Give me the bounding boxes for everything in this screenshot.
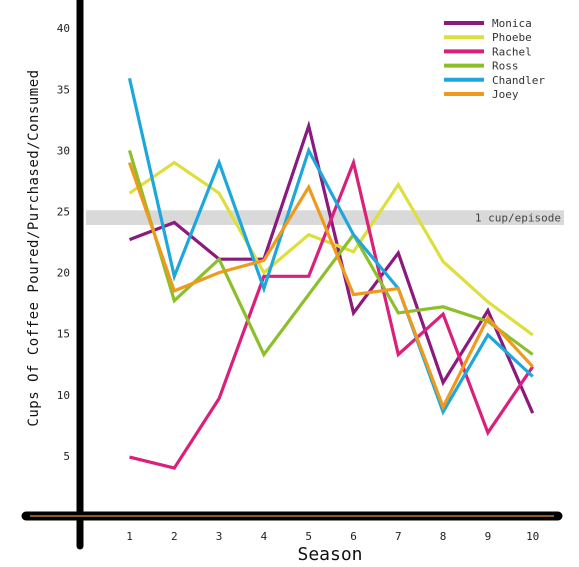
y-tick-label: 15 — [57, 328, 70, 341]
legend-label-ross: Ross — [492, 60, 519, 73]
series-line-ross — [127, 149, 534, 358]
series-line-joey — [127, 162, 534, 411]
x-tick-label: 8 — [440, 530, 447, 543]
x-tick-label: 10 — [526, 530, 539, 543]
y-axis-label: Cups Of Coffee Poured/Purchased/Consumed — [26, 69, 42, 426]
reference-band-group: 1 cup/episode — [86, 210, 564, 225]
x-tick-label: 6 — [350, 530, 357, 543]
y-tick-label: 30 — [57, 144, 70, 157]
legend-label-rachel: Rachel — [492, 45, 532, 58]
x-axis-label: Season — [297, 544, 362, 565]
y-tick-label: 40 — [57, 22, 70, 35]
legend-label-monica: Monica — [492, 17, 532, 30]
series-line-phoebe — [128, 160, 534, 337]
x-tick-label: 7 — [395, 530, 402, 543]
y-tick-label: 10 — [57, 389, 70, 402]
series-lines-group — [127, 77, 535, 470]
legend-label-joey: Joey — [492, 88, 519, 101]
series-line-chandler — [127, 77, 534, 416]
y-tick-label: 25 — [57, 206, 70, 219]
series-line-monica — [128, 120, 535, 414]
x-tick-label: 1 — [126, 530, 133, 543]
x-tick-label: 5 — [305, 530, 312, 543]
reference-band — [86, 210, 564, 225]
x-tick-label: 9 — [485, 530, 492, 543]
y-tick-label: 20 — [57, 267, 70, 280]
y-tick-label: 35 — [57, 83, 70, 96]
x-tick-label: 3 — [216, 530, 223, 543]
y-tick-labels: 5 10 15 20 25 30 35 40 — [57, 22, 70, 463]
x-tick-label: 4 — [261, 530, 268, 543]
reference-band-label: 1 cup/episode — [475, 212, 561, 225]
x-tick-label: 2 — [171, 530, 178, 543]
x-tick-labels: 1 2 3 4 5 6 7 8 9 10 — [126, 530, 539, 543]
legend-label-chandler: Chandler — [492, 74, 545, 87]
legend-label-phoebe: Phoebe — [492, 31, 532, 44]
axes-group — [21, 0, 563, 550]
y-tick-label: 5 — [63, 450, 70, 463]
